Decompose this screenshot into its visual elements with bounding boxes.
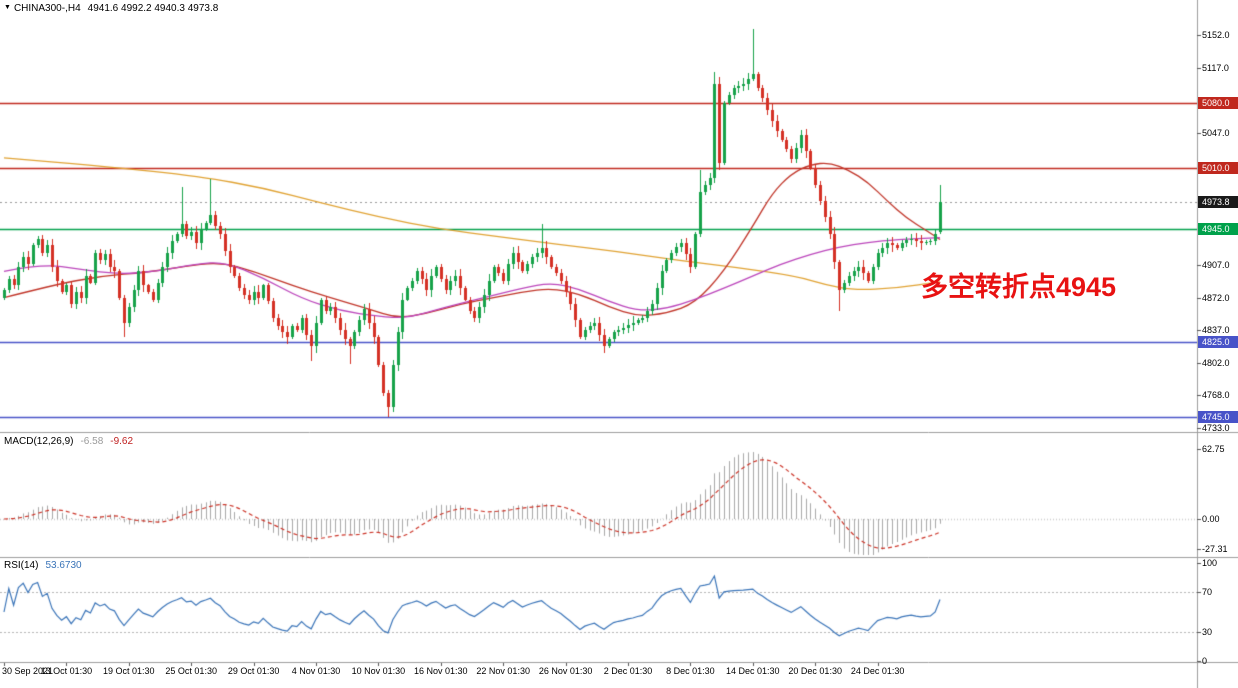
chart-header: ▼ CHINA300-,H4 4941.6 4992.2 4940.3 4973.8: [4, 3, 218, 14]
symbol-timeframe-label: CHINA300-,H4: [13, 3, 81, 14]
annotation-text: 多空转折点4945: [921, 272, 1117, 302]
rsi-label: RSI(14): [4, 560, 39, 571]
ohlc-values: 4941.6 4992.2 4940.3 4973.8: [87, 3, 219, 14]
macd-signal-value: -9.62: [110, 436, 134, 447]
rsi-header: RSI(14) 53.6730: [4, 560, 82, 571]
symbol-dropdown-icon[interactable]: ▼: [4, 4, 11, 11]
macd-main-value: -6.58: [80, 436, 104, 447]
macd-label: MACD(12,26,9): [4, 436, 74, 447]
macd-header: MACD(12,26,9) -6.58 -9.62: [4, 436, 133, 447]
rsi-value: 53.6730: [45, 560, 82, 571]
